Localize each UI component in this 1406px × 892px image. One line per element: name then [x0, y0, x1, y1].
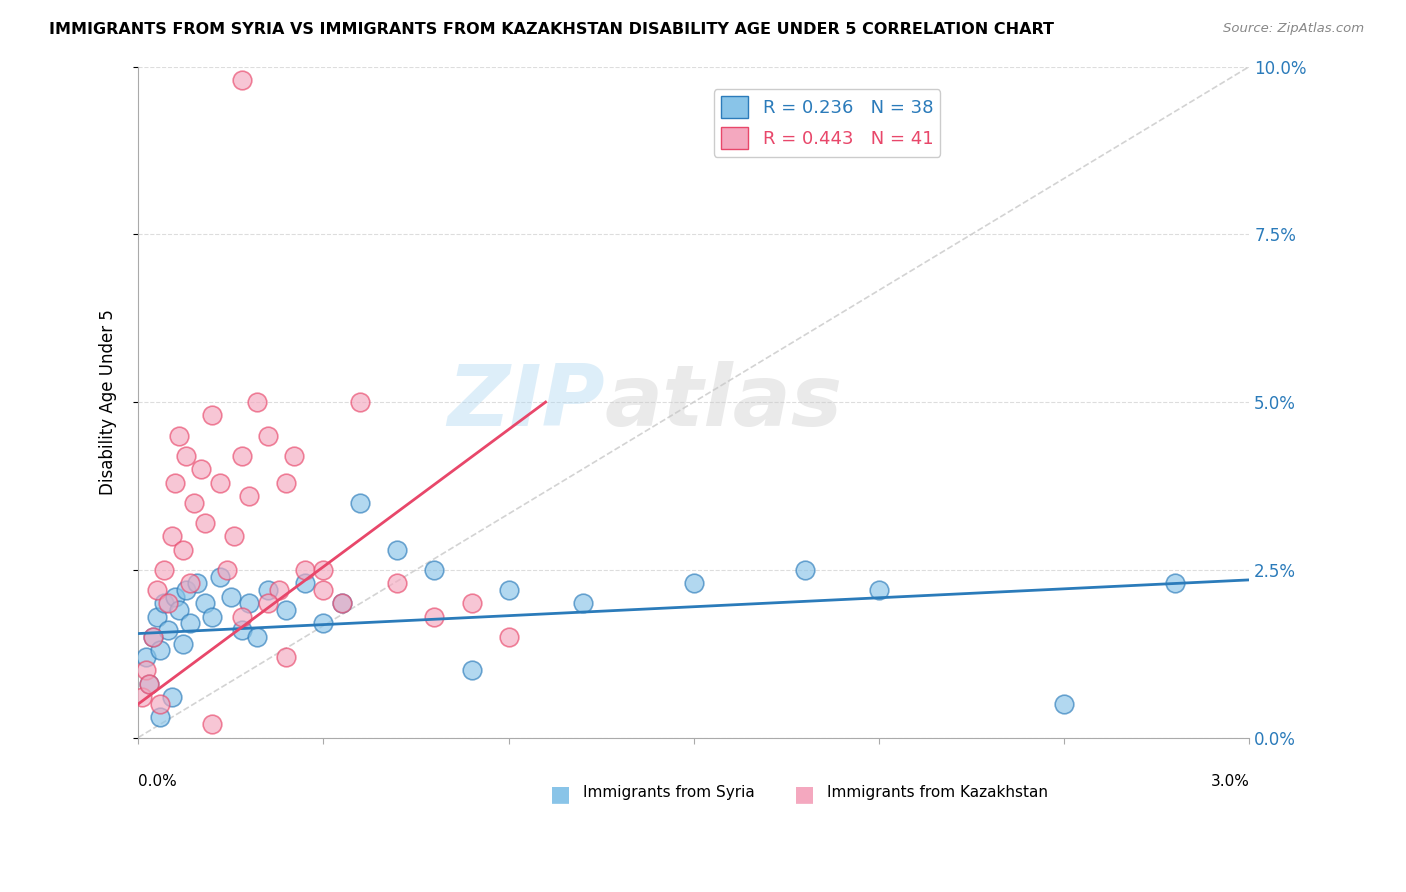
Text: ■: ■ — [550, 785, 571, 805]
Text: 3.0%: 3.0% — [1211, 774, 1250, 789]
Point — [138, 677, 160, 691]
Point — [231, 609, 253, 624]
Point — [423, 563, 446, 577]
Text: Source: ZipAtlas.com: Source: ZipAtlas.com — [1223, 22, 1364, 36]
Point — [1164, 576, 1187, 591]
Point — [238, 596, 260, 610]
Text: ZIP: ZIP — [447, 360, 605, 443]
Point — [238, 489, 260, 503]
Point — [217, 563, 239, 577]
Y-axis label: Disability Age Under 5: Disability Age Under 5 — [100, 310, 117, 495]
Point — [312, 563, 335, 577]
Point — [201, 409, 224, 423]
Point — [156, 596, 179, 610]
Point — [246, 395, 269, 409]
Point — [172, 542, 194, 557]
Point — [498, 630, 520, 644]
Point — [145, 609, 167, 624]
Point — [149, 643, 172, 657]
Point — [179, 576, 201, 591]
Point — [153, 596, 176, 610]
Point — [460, 664, 482, 678]
Point — [682, 576, 704, 591]
Point — [145, 582, 167, 597]
Point — [387, 576, 409, 591]
Point — [276, 475, 298, 490]
Text: ■: ■ — [794, 785, 815, 805]
Point — [149, 710, 172, 724]
Point — [330, 596, 353, 610]
Point — [330, 596, 353, 610]
Point — [142, 630, 165, 644]
Point — [160, 529, 183, 543]
Point — [142, 630, 165, 644]
Point — [201, 609, 224, 624]
Point — [276, 650, 298, 665]
Point — [156, 624, 179, 638]
Point — [183, 496, 205, 510]
Point — [231, 449, 253, 463]
Point — [224, 529, 246, 543]
Point — [194, 596, 217, 610]
Point — [179, 616, 201, 631]
Point — [208, 475, 231, 490]
Legend: R = 0.236   N = 38, R = 0.443   N = 41: R = 0.236 N = 38, R = 0.443 N = 41 — [714, 89, 941, 157]
Text: atlas: atlas — [605, 360, 844, 443]
Point — [219, 590, 242, 604]
Point — [208, 569, 231, 583]
Point — [294, 563, 316, 577]
Point — [231, 73, 253, 87]
Point — [138, 677, 160, 691]
Text: 0.0%: 0.0% — [138, 774, 177, 789]
Point — [1053, 697, 1076, 711]
Point — [423, 609, 446, 624]
Point — [276, 603, 298, 617]
Point — [194, 516, 217, 530]
Point — [176, 582, 198, 597]
Point — [201, 717, 224, 731]
Point — [246, 630, 269, 644]
Point — [135, 664, 157, 678]
Point — [135, 650, 157, 665]
Point — [349, 395, 371, 409]
Point — [283, 449, 305, 463]
Point — [256, 596, 278, 610]
Point — [571, 596, 593, 610]
Point — [176, 449, 198, 463]
Point — [256, 582, 278, 597]
Point — [186, 576, 208, 591]
Point — [160, 690, 183, 705]
Point — [387, 542, 409, 557]
Point — [294, 576, 316, 591]
Point — [149, 697, 172, 711]
Point — [793, 563, 815, 577]
Point — [312, 616, 335, 631]
Point — [349, 496, 371, 510]
Point — [868, 582, 890, 597]
Point — [172, 637, 194, 651]
Point — [165, 475, 187, 490]
Text: Immigrants from Kazakhstan: Immigrants from Kazakhstan — [827, 785, 1047, 799]
Point — [167, 603, 190, 617]
Point — [460, 596, 482, 610]
Point — [167, 428, 190, 442]
Point — [267, 582, 290, 597]
Point — [498, 582, 520, 597]
Point — [256, 428, 278, 442]
Text: Immigrants from Syria: Immigrants from Syria — [582, 785, 755, 799]
Point — [165, 590, 187, 604]
Point — [231, 624, 253, 638]
Point — [312, 582, 335, 597]
Point — [153, 563, 176, 577]
Point — [190, 462, 212, 476]
Text: IMMIGRANTS FROM SYRIA VS IMMIGRANTS FROM KAZAKHSTAN DISABILITY AGE UNDER 5 CORRE: IMMIGRANTS FROM SYRIA VS IMMIGRANTS FROM… — [49, 22, 1054, 37]
Point — [131, 690, 153, 705]
